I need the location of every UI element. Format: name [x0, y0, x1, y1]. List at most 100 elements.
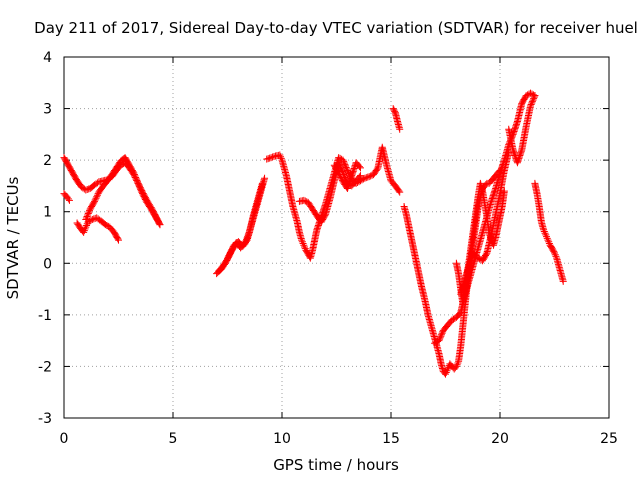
data-point [437, 331, 445, 339]
data-point [115, 236, 122, 244]
data-point [467, 255, 475, 263]
data-point [545, 238, 553, 246]
data-point [298, 236, 306, 244]
data-point [338, 175, 346, 183]
data-point [137, 185, 145, 193]
data-point [335, 160, 343, 168]
data-point [82, 215, 90, 223]
data-point [133, 176, 141, 184]
data-point [435, 337, 443, 345]
tick-labels: 0 5 10 15 20 25 -3 -2 -1 0 1 2 3 4 [38, 50, 618, 447]
data-point [466, 258, 474, 266]
data-point [92, 194, 100, 202]
data-point [244, 233, 252, 241]
data-point [84, 210, 92, 218]
data-point [468, 253, 476, 261]
data-point [543, 233, 551, 241]
data-point [242, 237, 250, 245]
data-point [152, 212, 160, 220]
data-point [337, 165, 345, 173]
data-point [339, 156, 347, 164]
data-point [396, 188, 404, 196]
y-tick-label: 3 [43, 102, 52, 118]
data-point [452, 362, 460, 370]
data-point [299, 240, 307, 248]
x-tick-label: 25 [600, 431, 618, 447]
data-point [267, 154, 275, 162]
data-point [527, 89, 535, 97]
data-point [153, 215, 161, 223]
data-point [300, 241, 308, 249]
data-point [373, 165, 381, 173]
data-point [442, 368, 450, 376]
x-tick-label: 15 [382, 431, 400, 447]
data-point [269, 153, 277, 161]
data-point [436, 334, 444, 342]
data-point [527, 101, 535, 109]
data-point [226, 249, 234, 257]
data-point [85, 208, 93, 216]
x-tick-label: 10 [273, 431, 291, 447]
data-point [529, 96, 537, 104]
data-point [87, 216, 95, 224]
data-point [530, 93, 538, 101]
y-tick-label: -2 [38, 359, 52, 375]
data-point [391, 107, 399, 115]
data-point [449, 315, 457, 323]
data-point [522, 92, 530, 100]
y-tick-label: 1 [43, 205, 52, 221]
data-point [144, 198, 152, 206]
x-tick-label: 20 [491, 431, 509, 447]
data-point [143, 196, 151, 204]
data-point [88, 215, 96, 223]
data-point [527, 102, 535, 110]
data-point [542, 231, 550, 239]
data-point [540, 227, 548, 235]
data-point [335, 170, 343, 178]
data-point [337, 173, 345, 181]
data-point [225, 252, 233, 260]
data-point [154, 218, 162, 226]
data-point [82, 223, 90, 231]
data-point [243, 234, 251, 242]
data-point [541, 229, 549, 237]
data-point [224, 254, 232, 262]
data-point [263, 155, 271, 163]
y-tick-label: 0 [43, 256, 52, 272]
data-point [301, 243, 309, 251]
y-tick-label: -3 [38, 411, 52, 427]
data-point [136, 182, 144, 190]
data-point [82, 214, 90, 222]
data-point [226, 251, 234, 259]
data-point [336, 172, 344, 180]
data-point [151, 210, 159, 218]
data-point [530, 95, 538, 103]
data-point [395, 187, 403, 195]
data-point [559, 277, 567, 285]
x-tick-label: 0 [60, 431, 69, 447]
data-point [132, 175, 140, 183]
data-point [543, 234, 551, 242]
data-point [85, 217, 93, 225]
axis-ticks [63, 56, 610, 419]
data-point [531, 92, 539, 100]
data-point [244, 231, 252, 239]
y-tick-label: -1 [38, 308, 52, 324]
data-point [335, 159, 343, 167]
data-point [134, 179, 142, 187]
data-point [93, 191, 101, 199]
data-point [101, 221, 109, 229]
data-point [155, 219, 163, 227]
data-point [103, 221, 111, 229]
data-point [545, 240, 553, 248]
data-point [133, 178, 141, 186]
data-point [154, 216, 162, 224]
data-point [130, 169, 138, 177]
data-point [301, 197, 309, 205]
data-point [552, 252, 560, 260]
data-point [81, 225, 89, 233]
data-point [138, 187, 146, 195]
data-point [356, 164, 364, 172]
data-point [298, 238, 306, 246]
data-point [367, 172, 375, 180]
